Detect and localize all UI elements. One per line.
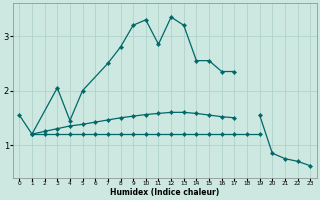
- X-axis label: Humidex (Indice chaleur): Humidex (Indice chaleur): [110, 188, 220, 197]
